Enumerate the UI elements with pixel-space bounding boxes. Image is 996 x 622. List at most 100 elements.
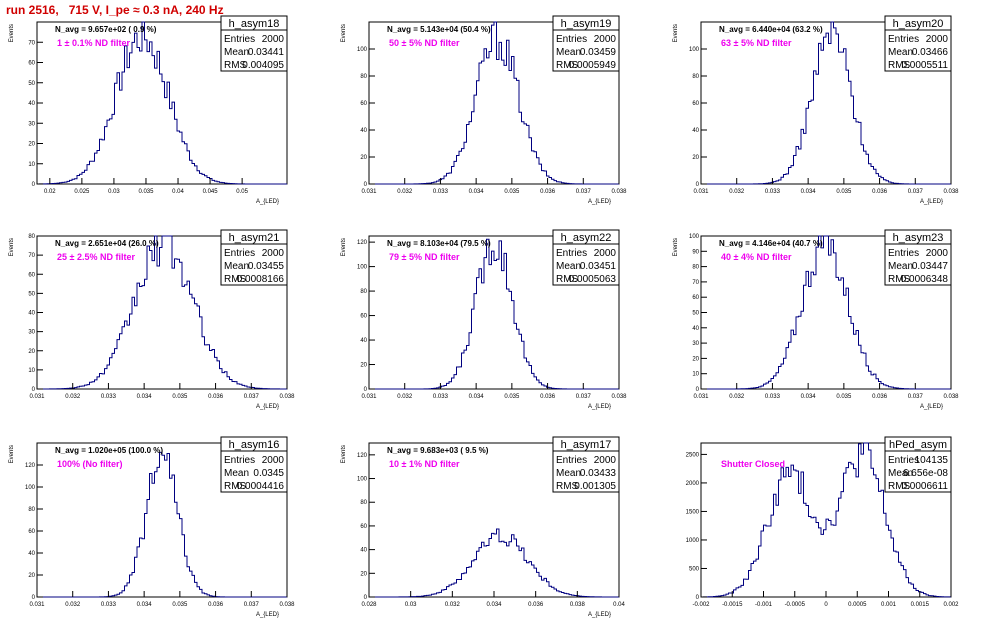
y-tick-label: 2500 <box>686 452 700 458</box>
stats-label: Mean <box>224 468 249 479</box>
x-tick-label: 0.032 <box>397 394 413 400</box>
x-tick-label: 0.001 <box>881 602 897 608</box>
y-tick-label: 120 <box>357 453 368 459</box>
filter-label: 100% (No filter) <box>57 459 123 469</box>
x-tick-label: 0.035 <box>836 394 852 400</box>
x-tick-label: 0.037 <box>244 394 260 400</box>
stats-label: RMS <box>556 274 579 285</box>
stats-label: RMS <box>224 481 247 492</box>
histogram-line <box>701 442 951 598</box>
y-tick-label: 80 <box>692 265 699 271</box>
stats-value: 0.0004416 <box>237 481 285 492</box>
y-tick-label: 80 <box>360 74 367 80</box>
x-tick-label: 0.034 <box>801 189 817 195</box>
stats-value: 0.03451 <box>580 261 617 272</box>
stats-label: Entries <box>888 455 919 466</box>
histogram-name: h_asym23 <box>893 232 944 244</box>
histogram-panel: -0.002 -0.0015 -0.001 -0.0005 0 0.0005 0.001 0.… <box>686 436 959 608</box>
histogram-name: h_asym22 <box>561 232 612 244</box>
y-tick-label: 20 <box>692 356 699 362</box>
stats-value: 2000 <box>262 455 285 466</box>
stats-label: Entries <box>888 248 919 259</box>
x-tick-label: 0.033 <box>433 394 449 400</box>
y-tick-label: 0 <box>696 387 700 393</box>
x-tick-label: 0.038 <box>611 394 627 400</box>
y-tick-label: 0 <box>364 595 368 601</box>
y-axis-title: Events <box>9 238 15 256</box>
x-tick-label: 0.028 <box>361 602 377 608</box>
stats-value: 2000 <box>926 34 949 45</box>
stats-value: 0.03441 <box>248 47 285 58</box>
y-tick-label: 90 <box>692 249 699 255</box>
x-tick-label: 0 <box>824 602 828 608</box>
y-tick-label: 50 <box>28 291 35 297</box>
x-tick-label: 0.033 <box>101 602 117 608</box>
histogram-panel: 0.031 0.032 0.033 0.034 0.035 0.036 0.037 0.038… <box>673 229 959 410</box>
stats-value: 0.0005511 <box>901 60 948 71</box>
filter-label: 10 ± 1% ND filter <box>389 459 460 469</box>
x-tick-label: 0.032 <box>729 394 745 400</box>
stats-box <box>884 15 952 72</box>
y-tick-label: 40 <box>28 551 35 557</box>
stats-label: RMS <box>888 481 911 492</box>
x-tick-label: 0.031 <box>693 189 709 195</box>
x-tick-label: 0.032 <box>445 602 461 608</box>
x-tick-label: 0.036 <box>208 394 224 400</box>
y-tick-label: 100 <box>689 47 700 53</box>
stats-box <box>220 436 288 493</box>
x-axis-title: A_{LED} <box>588 199 611 205</box>
x-tick-label: -0.0015 <box>722 602 743 608</box>
stats-value: 0.0006611 <box>901 481 948 492</box>
histogram-line <box>369 528 619 598</box>
stats-value: 0.03466 <box>912 47 949 58</box>
x-tick-label: 0.05 <box>236 189 248 195</box>
stats-box <box>220 229 288 286</box>
y-tick-label: 60 <box>360 524 367 530</box>
x-tick-label: 0.037 <box>576 394 592 400</box>
histogram-panel: 0.031 0.032 0.033 0.034 0.035 0.036 0.037 0.038… <box>9 436 295 618</box>
y-tick-label: 60 <box>692 101 699 107</box>
y-tick-label: 0 <box>32 182 36 188</box>
stats-label: Mean <box>224 47 249 58</box>
histogram-line <box>701 21 951 185</box>
x-tick-label: 0.035 <box>138 189 154 195</box>
y-tick-label: 40 <box>692 326 699 332</box>
y-tick-label: 80 <box>360 289 367 295</box>
y-tick-label: 30 <box>692 341 699 347</box>
filter-label: 63 ± 5% ND filter <box>721 38 792 48</box>
x-tick-label: 0.034 <box>137 394 153 400</box>
y-tick-label: 0 <box>696 595 700 601</box>
y-tick-label: 70 <box>28 253 35 259</box>
stats-value: 2000 <box>594 455 617 466</box>
x-tick-label: 0.032 <box>65 394 81 400</box>
y-tick-label: 120 <box>25 463 36 469</box>
y-tick-label: 50 <box>692 311 699 317</box>
histogram-name: hPed_asym <box>889 439 947 451</box>
x-tick-label: 0.032 <box>729 189 745 195</box>
y-tick-label: 60 <box>360 101 367 107</box>
histogram-line <box>369 238 619 390</box>
y-tick-label: 20 <box>360 363 367 369</box>
filter-label: Shutter Closed <box>721 459 785 469</box>
x-tick-label: 0.036 <box>540 394 556 400</box>
y-axis-title: Events <box>341 24 347 42</box>
x-tick-label: 0.02 <box>44 189 56 195</box>
y-tick-label: 100 <box>689 234 700 240</box>
x-tick-label: 0.038 <box>611 189 627 195</box>
x-tick-label: 0.036 <box>540 189 556 195</box>
x-tick-label: 0.033 <box>433 189 449 195</box>
x-axis-title: A_{LED} <box>920 199 943 205</box>
y-tick-label: 0 <box>696 182 700 188</box>
x-tick-label: 0.0005 <box>848 602 867 608</box>
y-tick-label: 10 <box>28 368 35 374</box>
stats-label: Entries <box>224 34 255 45</box>
n-avg-label: N_avg = 9.683e+03 ( 9.5 %) <box>387 446 489 455</box>
y-axis-title: Events <box>9 24 15 42</box>
y-tick-label: 40 <box>360 338 367 344</box>
stats-label: Mean <box>888 468 913 479</box>
x-tick-label: 0.032 <box>65 602 81 608</box>
y-tick-label: 30 <box>28 330 35 336</box>
y-tick-label: 30 <box>28 121 35 127</box>
y-tick-label: 50 <box>28 81 35 87</box>
